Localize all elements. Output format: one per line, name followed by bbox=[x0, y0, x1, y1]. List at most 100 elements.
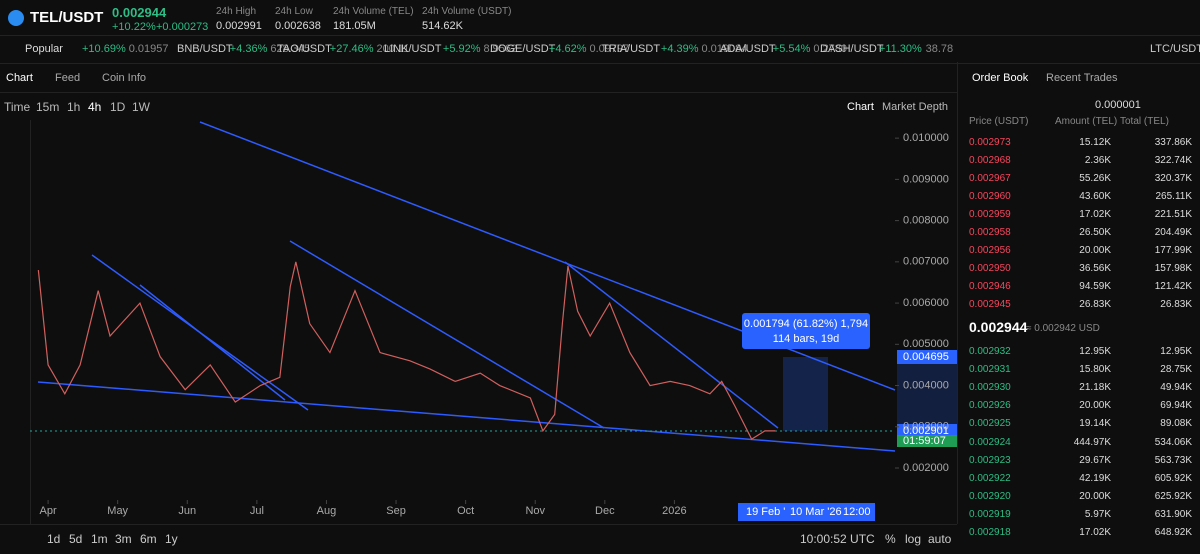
ob-amount: 94.59K bbox=[1079, 281, 1111, 292]
ticker-name: BNB/USDT bbox=[177, 43, 233, 55]
column-header: Total (TEL) bbox=[1120, 116, 1169, 127]
precision: 0.000001 bbox=[1095, 99, 1141, 111]
range-button: 1y bbox=[165, 532, 178, 546]
ob-tab: Order Book bbox=[972, 72, 1029, 84]
ob-total: 631.90K bbox=[1154, 508, 1192, 520]
ob-total: 12.95K bbox=[1160, 346, 1192, 357]
range-button: 1m bbox=[91, 532, 108, 546]
stat-value: 0.002638 bbox=[275, 20, 321, 32]
axis-label: 0.004695 bbox=[903, 351, 949, 363]
axis-label: 01:59:07 bbox=[903, 435, 946, 447]
view-tab: Chart bbox=[847, 101, 874, 113]
interval: 15m bbox=[36, 100, 60, 114]
ob-amount: 55.26K bbox=[1079, 173, 1111, 184]
x-tick-label: Nov bbox=[525, 505, 545, 517]
ticker-name: DOGE/USDT bbox=[490, 43, 556, 55]
axis-label-box bbox=[897, 424, 957, 438]
ob-total: 204.49K bbox=[1154, 227, 1192, 238]
trend-line bbox=[139, 284, 286, 401]
ob-total: 89.08K bbox=[1160, 418, 1192, 430]
date-label: 19 Feb ' bbox=[746, 506, 785, 518]
ob-price: 0.002946 bbox=[969, 281, 1011, 292]
coin-icon bbox=[8, 10, 24, 26]
divider bbox=[30, 120, 31, 524]
axis-label-box bbox=[897, 350, 957, 364]
measure-area bbox=[783, 357, 828, 431]
x-tick-label: Dec bbox=[595, 505, 615, 517]
x-tick-label: Jun bbox=[178, 505, 196, 517]
y-tick-label: 0.004000 bbox=[903, 379, 949, 391]
ob-total: 563.73K bbox=[1154, 454, 1192, 466]
y-tick-label: 0.005000 bbox=[903, 338, 949, 350]
ticker-name: ADA/USDT bbox=[720, 43, 776, 55]
ticker-price: 628.345 bbox=[270, 43, 311, 55]
date-label: 12:00 bbox=[843, 506, 871, 518]
stat-label: 24h Volume (USDT) bbox=[422, 6, 512, 17]
ob-total: 221.51K bbox=[1154, 209, 1192, 220]
interval: 1D bbox=[110, 100, 126, 114]
x-tick-label: Oct bbox=[457, 505, 474, 517]
view-tab: Market Depth bbox=[882, 101, 949, 113]
ob-amount: 20.00K bbox=[1079, 490, 1111, 502]
ob-amount: 20.00K bbox=[1079, 245, 1111, 256]
ob-total: 265.11K bbox=[1155, 191, 1192, 202]
ticker-name: LINK/USDT bbox=[384, 43, 442, 55]
ticker-name: LTC/USDT bbox=[1150, 43, 1200, 55]
ob-price: 0.002932 bbox=[969, 346, 1011, 357]
ob-amount: 21.18K bbox=[1079, 382, 1111, 394]
last-price: 0.002944 bbox=[112, 5, 167, 20]
ob-total: 177.99K bbox=[1154, 245, 1192, 256]
y-tick-label: 0.002000 bbox=[903, 462, 949, 474]
price-series bbox=[37, 261, 776, 440]
ticker-price: 0.019084 bbox=[701, 43, 748, 55]
ob-price: 0.002967 bbox=[969, 173, 1011, 184]
range-button: 3m bbox=[115, 532, 132, 546]
ticker-price: 8.9562 bbox=[483, 43, 518, 55]
x-tick-label: Sep bbox=[386, 505, 406, 517]
scale-option: auto bbox=[928, 532, 952, 546]
ob-amount: 15.80K bbox=[1079, 364, 1111, 376]
ob-amount: 43.60K bbox=[1079, 191, 1111, 202]
ticker-change: +27.46% bbox=[329, 43, 374, 55]
y-tick-label: 0.010000 bbox=[903, 132, 949, 144]
ob-amount: 26.50K bbox=[1079, 227, 1111, 238]
ticker-change: +4.36% bbox=[229, 43, 268, 55]
ob-price: 0.002926 bbox=[969, 400, 1011, 412]
ob-total: 121.42K bbox=[1154, 281, 1192, 292]
ob-total: 625.92K bbox=[1154, 490, 1192, 502]
scale-option: log bbox=[905, 532, 922, 546]
x-tick-label: 2026 bbox=[662, 505, 686, 517]
stat-value: 0.002991 bbox=[216, 20, 262, 32]
interval: 1W bbox=[132, 100, 150, 114]
ob-total: 605.92K bbox=[1154, 472, 1192, 484]
x-tick-label: Apr bbox=[40, 505, 57, 517]
y-tick-label: 0.009000 bbox=[903, 173, 949, 185]
ticker-name: DASH/USDT bbox=[820, 43, 884, 55]
chart-panel bbox=[0, 62, 958, 524]
axis-label-box bbox=[897, 435, 957, 447]
ob-price: 0.002920 bbox=[969, 490, 1011, 502]
ob-amount: 15.12K bbox=[1079, 137, 1111, 148]
ob-total: 69.94K bbox=[1160, 400, 1192, 412]
ob-amount: 20.00K bbox=[1079, 400, 1111, 412]
trend-line bbox=[564, 261, 779, 429]
ob-total: 337.86K bbox=[1154, 137, 1192, 148]
column-header: Amount (TEL) bbox=[1055, 116, 1118, 127]
ticker-price: 200.11 bbox=[376, 43, 410, 55]
ob-total: 28.75K bbox=[1160, 364, 1192, 376]
divider bbox=[0, 524, 957, 525]
x-tick-label: May bbox=[107, 505, 128, 517]
x-tick-label: Jul bbox=[250, 505, 264, 517]
pair-title: TEL/USDT bbox=[30, 9, 104, 26]
ob-price: 0.002925 bbox=[969, 418, 1011, 430]
ticker-price: 0.01957 bbox=[128, 43, 169, 55]
ticker-name: TRIA/USDT bbox=[602, 43, 661, 55]
chart: 0.002000 0.003000 0.004000 0.005000 0.006000… bbox=[30, 121, 957, 521]
date-label: 10 Mar '26 bbox=[790, 506, 842, 518]
ob-total: 322.74K bbox=[1154, 155, 1192, 166]
ticker-label: Popular bbox=[25, 43, 63, 55]
ob-price: 0.002945 bbox=[969, 299, 1011, 310]
ob-price: 0.002931 bbox=[969, 364, 1011, 376]
ticker-change: +5.54% bbox=[772, 43, 811, 55]
